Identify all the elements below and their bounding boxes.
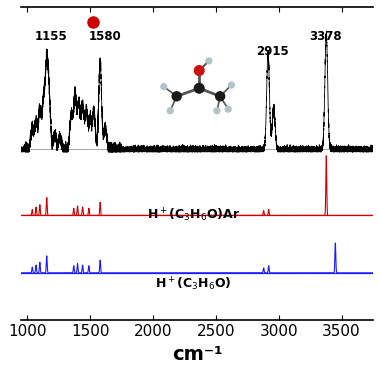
Text: 2915: 2915 — [256, 45, 289, 58]
Text: 1155: 1155 — [35, 30, 68, 43]
Text: H$^+$(C$_3$H$_6$O)Ar: H$^+$(C$_3$H$_6$O)Ar — [147, 207, 240, 224]
Text: 1580: 1580 — [88, 30, 121, 43]
Text: H$^+$(C$_3$H$_6$O): H$^+$(C$_3$H$_6$O) — [155, 276, 231, 293]
Text: 3378: 3378 — [309, 30, 342, 43]
X-axis label: cm⁻¹: cm⁻¹ — [172, 345, 222, 364]
